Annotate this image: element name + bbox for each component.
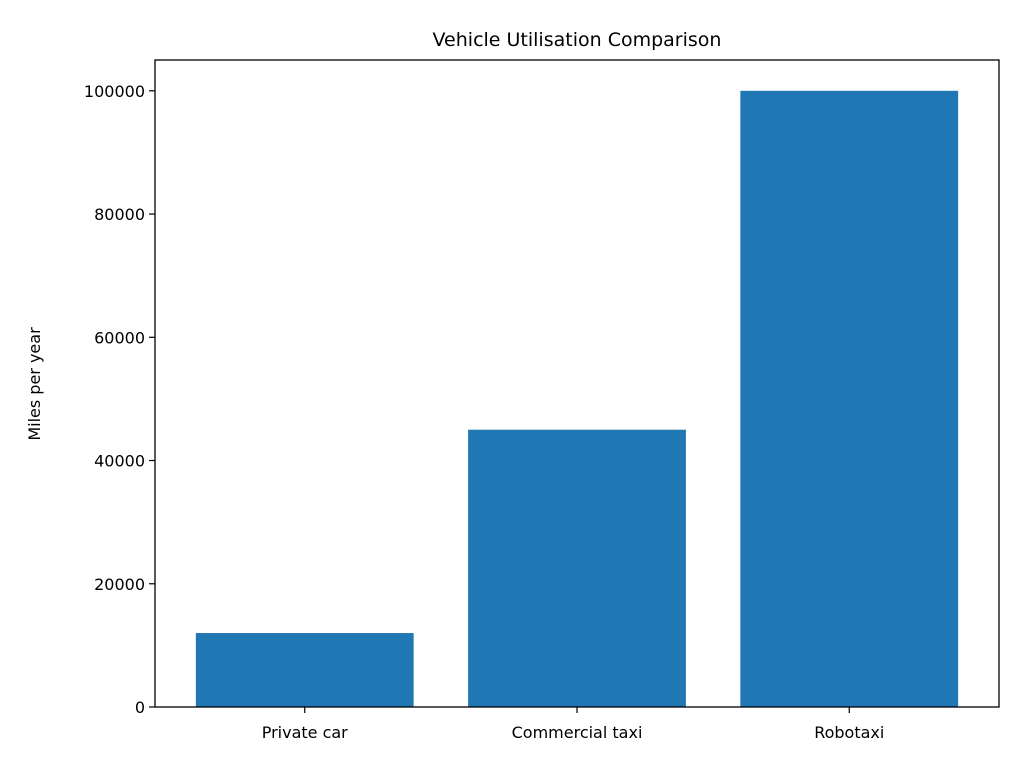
y-tick-label: 40000 bbox=[94, 452, 145, 471]
bar-robotaxi bbox=[740, 90, 959, 708]
y-tick-label: 0 bbox=[135, 698, 145, 717]
bars-group bbox=[195, 90, 959, 708]
chart-title: Vehicle Utilisation Comparison bbox=[433, 29, 722, 51]
x-tick-label: Commercial taxi bbox=[512, 723, 643, 742]
x-tick-label: Private car bbox=[262, 723, 348, 742]
y-tick-label: 20000 bbox=[94, 575, 145, 594]
x-tick-label: Robotaxi bbox=[814, 723, 884, 742]
y-tick-label: 100000 bbox=[84, 82, 145, 101]
y-tick-label: 80000 bbox=[94, 205, 145, 224]
bar-commercial-taxi bbox=[468, 429, 686, 707]
y-ticks-group: 0 20000 40000 60000 80000 100000 bbox=[84, 82, 155, 717]
y-tick-label: 60000 bbox=[94, 328, 145, 347]
x-ticks-group: Private car Commercial taxi Robotaxi bbox=[262, 707, 884, 742]
bar-private-car bbox=[195, 633, 414, 707]
plot-frame bbox=[154, 59, 1000, 708]
y-axis-label: Miles per year bbox=[25, 327, 44, 441]
